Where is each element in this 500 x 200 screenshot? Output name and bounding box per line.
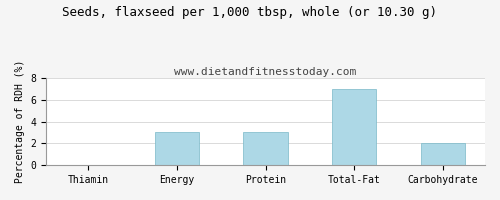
Title: www.dietandfitnesstoday.com: www.dietandfitnesstoday.com (174, 67, 356, 77)
Bar (332, 89, 376, 165)
Y-axis label: Percentage of RDH (%): Percentage of RDH (%) (15, 60, 25, 183)
Bar (244, 132, 288, 165)
Bar (420, 143, 465, 165)
Bar (155, 132, 199, 165)
Text: Seeds, flaxseed per 1,000 tbsp, whole (or 10.30 g): Seeds, flaxseed per 1,000 tbsp, whole (o… (62, 6, 438, 19)
